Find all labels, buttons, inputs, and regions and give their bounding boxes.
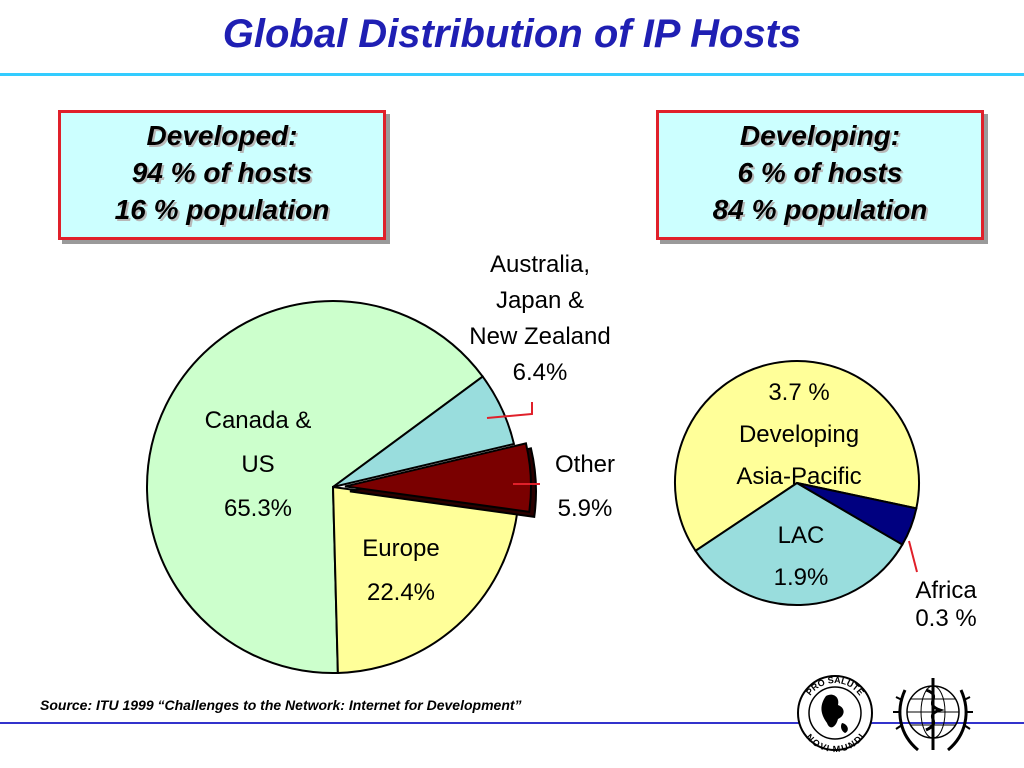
other-label: Other 5.9%: [555, 451, 615, 522]
lac-label: LAC 1.9%: [774, 522, 829, 591]
source-citation: Source: ITU 1999 “Challenges to the Netw…: [40, 697, 522, 713]
europe-slice: [331, 485, 519, 674]
developed-hosts: 94 % of hosts: [131, 157, 313, 188]
canada-us-label: Canada & US 65.3%: [205, 407, 312, 522]
developing-asia-pacific-slice: [674, 359, 920, 553]
africa-leader-line: [908, 540, 918, 573]
other-slice: [344, 442, 532, 513]
canada-us-slice: [146, 300, 485, 674]
footer-divider: [0, 722, 1024, 724]
developing-heading: Developing:: [739, 120, 901, 151]
developed-box: Developed: 94 % of hosts 16 % population: [58, 110, 386, 240]
africa-label: Africa 0.3 %: [915, 577, 977, 632]
developing-hosts: 6 % of hosts: [737, 157, 903, 188]
developing-box: Developing: 6 % of hosts 84 % population: [656, 110, 984, 240]
developed-population: 16 % population: [114, 194, 330, 225]
title-divider: [0, 73, 1024, 76]
page-title: Global Distribution of IP Hosts: [222, 12, 802, 56]
australia-japan-nz-label: Australia, Japan & New Zealand 6.4%: [469, 251, 610, 386]
australia-leader-line: [486, 402, 533, 419]
developing-population: 84 % population: [712, 194, 928, 225]
europe-label: Europe 22.4%: [362, 535, 439, 606]
lac-slice: [694, 481, 904, 606]
africa-slice: [796, 482, 918, 546]
developed-heading: Developed:: [146, 120, 298, 151]
developing-asia-pacific-label: 3.7 % Developing Asia-Pacific: [736, 379, 861, 490]
australia-japan-nz-slice: [332, 375, 516, 488]
